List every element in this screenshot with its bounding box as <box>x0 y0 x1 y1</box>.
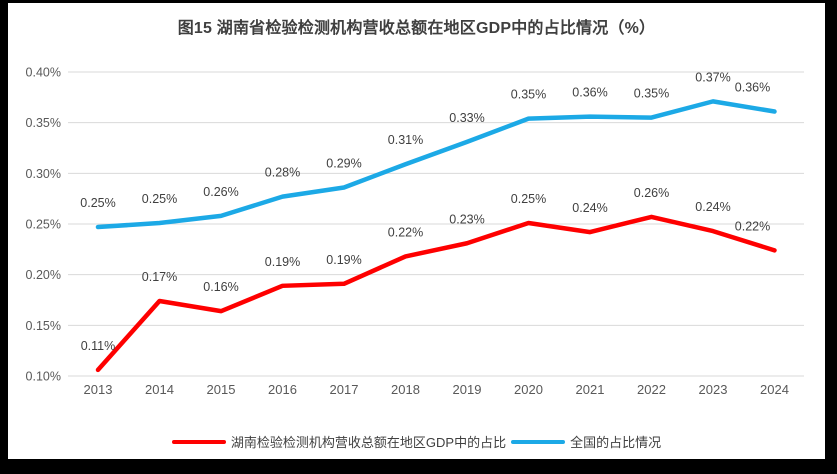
y-tick-label: 0.40% <box>26 66 61 80</box>
data-label-series-1: 0.33% <box>449 111 484 125</box>
data-label-series-1: 0.26% <box>203 185 238 199</box>
data-label-series-1: 0.37% <box>695 70 730 84</box>
data-label-series-0: 0.11% <box>81 339 116 353</box>
y-tick-label: 0.25% <box>26 218 61 232</box>
data-label-series-0: 0.17% <box>142 270 177 284</box>
legend-item-hunan: 湖南检验检测机构营收总额在地区GDP中的占比 <box>171 432 507 451</box>
chart-title: 图15 湖南省检验检测机构营收总额在地区GDP中的占比情况（%） <box>177 20 656 37</box>
x-tick-label: 2016 <box>268 382 297 397</box>
y-tick-label: 0.10% <box>26 370 61 384</box>
x-tick-label: 2022 <box>637 382 666 397</box>
data-label-series-0: 0.22% <box>388 225 423 239</box>
y-tick-label: 0.20% <box>26 268 61 282</box>
x-tick-label: 2023 <box>699 382 728 397</box>
blue-line-swatch-icon <box>511 439 566 444</box>
data-label-series-0: 0.23% <box>449 212 484 226</box>
data-label-series-0: 0.25% <box>511 192 546 206</box>
series-line-1 <box>95 99 777 230</box>
data-label-series-1: 0.28% <box>265 166 300 180</box>
data-label-series-0: 0.19% <box>326 253 361 267</box>
chart-panel: 图15 湖南省检验检测机构营收总额在地区GDP中的占比情况（%） 0.10% 0.… <box>8 3 825 459</box>
data-label-series-0: 0.16% <box>203 280 238 294</box>
data-label-series-0: 0.22% <box>735 219 770 233</box>
x-tick-label: 2019 <box>453 382 482 397</box>
data-label-series-0: 0.24% <box>695 200 730 214</box>
x-tick-label: 2018 <box>391 382 420 397</box>
series-line-0 <box>95 214 777 373</box>
x-tick-label: 2014 <box>145 382 174 397</box>
y-tick-label: 0.35% <box>26 116 61 130</box>
data-label-series-0: 0.26% <box>634 186 669 200</box>
data-label-series-1: 0.36% <box>735 81 770 95</box>
x-tick-label: 2017 <box>330 382 359 397</box>
data-label-series-1: 0.35% <box>511 88 546 102</box>
data-label-series-1: 0.25% <box>142 192 177 206</box>
x-tick-label: 2020 <box>514 382 543 397</box>
data-label-series-0: 0.24% <box>572 201 607 215</box>
data-label-series-1: 0.29% <box>326 157 361 171</box>
data-label-series-1: 0.36% <box>572 86 607 100</box>
data-label-series-1: 0.25% <box>80 196 115 210</box>
x-tick-label: 2024 <box>760 382 789 397</box>
x-tick-label: 2021 <box>576 382 605 397</box>
y-tick-label: 0.30% <box>26 167 61 181</box>
red-line-swatch-icon <box>171 439 226 444</box>
chart-legend: 湖南检验检测机构营收总额在地区GDP中的占比 全国的占比情况 <box>8 432 825 451</box>
x-tick-label: 2015 <box>207 382 236 397</box>
legend-label-hunan: 湖南检验检测机构营收总额在地区GDP中的占比 <box>230 435 507 450</box>
legend-label-national: 全国的占比情况 <box>570 435 662 450</box>
data-label-series-1: 0.35% <box>634 87 669 101</box>
data-label-series-0: 0.19% <box>265 255 300 269</box>
y-tick-label: 0.15% <box>26 319 61 333</box>
data-label-series-1: 0.31% <box>388 133 423 147</box>
line-chart: 0.10% 0.15% 0.20% 0.25% 0.30% 0.35% 0.40% 2013 2… <box>26 66 804 397</box>
legend-item-national: 全国的占比情况 <box>511 432 661 451</box>
x-tick-label: 2013 <box>84 382 113 397</box>
